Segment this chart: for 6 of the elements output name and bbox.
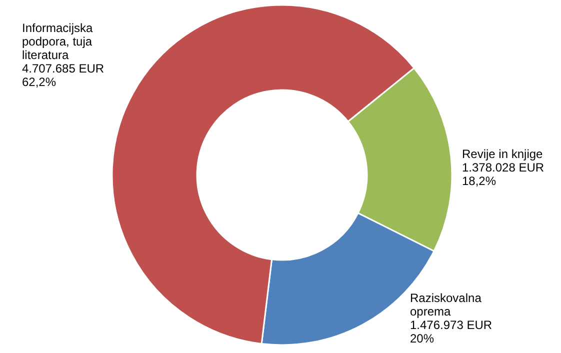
slice-label: Informacijska podpora, tuja literatura — [22, 21, 94, 62]
slice-label: Raziskovalna oprema — [410, 291, 482, 318]
slice-label: Revije in knjige — [462, 147, 544, 161]
data-label: 1.476.973 EUR 20% — [410, 318, 492, 346]
data-label: 1.378.028 EUR 18,2% — [462, 160, 544, 188]
data-label: 4.707.685 EUR 62,2% — [22, 62, 104, 89]
